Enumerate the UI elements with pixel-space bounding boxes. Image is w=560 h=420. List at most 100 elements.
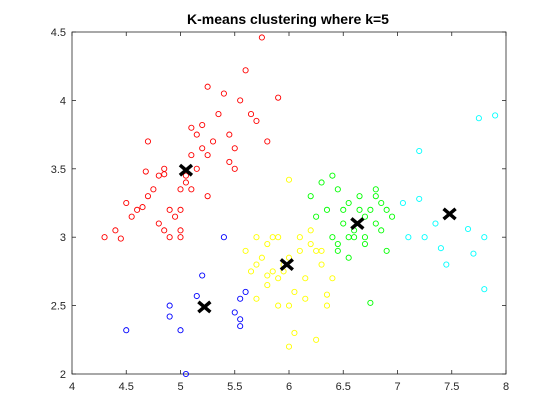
data-point: [166, 302, 173, 309]
data-point: [329, 275, 336, 282]
data-point: [112, 227, 119, 234]
data-point: [177, 227, 184, 234]
data-point: [199, 145, 206, 152]
data-point: [182, 370, 189, 378]
series-3: [307, 172, 396, 306]
data-point: [142, 168, 149, 175]
data-point: [383, 206, 390, 213]
x-tick-label: 7.5: [444, 381, 459, 393]
series-4: [399, 112, 499, 293]
data-point: [416, 195, 423, 202]
data-point: [323, 302, 331, 309]
data-point: [318, 247, 325, 254]
data-point: [464, 225, 472, 233]
data-point: [177, 186, 184, 193]
data-point: [177, 206, 184, 213]
data-point: [361, 234, 369, 241]
data-point: [340, 206, 347, 213]
data-point: [437, 245, 444, 252]
data-point: [291, 329, 298, 337]
data-point: [296, 247, 303, 254]
centroid-marker: [279, 258, 294, 271]
y-tick-label: 2: [60, 369, 66, 381]
data-point: [247, 111, 255, 118]
data-point: [399, 199, 406, 207]
data-point: [432, 220, 439, 227]
data-point: [264, 240, 271, 248]
data-point: [237, 323, 244, 330]
data-point: [128, 213, 135, 220]
data-point: [193, 165, 200, 172]
data-point: [226, 158, 233, 166]
plot-area: 4 4.5 5 5.5 6 6.5 7 7.5 8 2 2.5 3 3.5 4 4.5: [51, 27, 509, 393]
data-point: [334, 186, 341, 193]
data-point: [275, 302, 282, 309]
data-point: [334, 247, 341, 254]
data-point: [372, 186, 379, 193]
data-point: [161, 165, 168, 172]
data-point: [253, 234, 260, 241]
data-point: [155, 220, 162, 227]
data-point: [383, 247, 390, 254]
data-point: [285, 176, 293, 183]
centroids: [178, 163, 457, 314]
data-point: [188, 124, 195, 131]
data-point: [204, 83, 211, 90]
data-point: [188, 186, 195, 193]
x-tick-label: 6: [286, 381, 292, 393]
data-point: [123, 327, 130, 334]
data-point: [275, 94, 282, 101]
centroid-stroke: [197, 300, 212, 314]
centroid-stroke: [178, 163, 194, 177]
centroid-marker: [442, 207, 457, 221]
data-point: [302, 295, 309, 302]
data-point: [361, 240, 369, 248]
data-point: [144, 138, 151, 145]
data-point: [242, 247, 249, 254]
data-point: [329, 172, 336, 179]
data-point: [356, 206, 363, 213]
data-point: [264, 282, 271, 289]
data-point: [443, 261, 450, 268]
data-point: [378, 199, 385, 207]
series-2: [242, 176, 336, 350]
data-point: [237, 97, 244, 104]
series-1: [123, 234, 249, 378]
data-point: [372, 220, 379, 227]
x-tick-label: 4.5: [119, 381, 134, 393]
data-point: [481, 286, 488, 293]
data-point: [215, 111, 222, 118]
data-point: [117, 235, 124, 242]
data-point: [345, 234, 352, 241]
data-point: [123, 199, 130, 207]
data-point: [134, 206, 141, 213]
data-point: [188, 152, 195, 159]
data-point: [389, 213, 396, 220]
data-point: [361, 213, 369, 220]
data-point: [416, 147, 423, 155]
data-point: [334, 240, 341, 248]
data-point: [291, 288, 298, 295]
y-tick-label: 2.5: [51, 301, 66, 313]
data-point: [253, 295, 260, 302]
data-point: [182, 179, 189, 186]
data-point: [242, 288, 249, 295]
data-point: [367, 206, 374, 213]
data-point: [285, 254, 293, 261]
x-tick-label: 5: [177, 381, 183, 393]
data-point: [231, 145, 238, 152]
data-point: [172, 213, 179, 220]
data-point: [323, 291, 331, 298]
data-point: [144, 193, 151, 200]
data-point: [296, 234, 303, 241]
data-point: [329, 234, 336, 241]
data-point: [139, 204, 146, 211]
data-point: [313, 336, 320, 343]
data-point: [313, 213, 320, 220]
x-tick-label: 4: [69, 381, 75, 393]
data-point: [372, 193, 379, 200]
data-point: [269, 268, 276, 275]
centroid-marker: [197, 300, 212, 314]
